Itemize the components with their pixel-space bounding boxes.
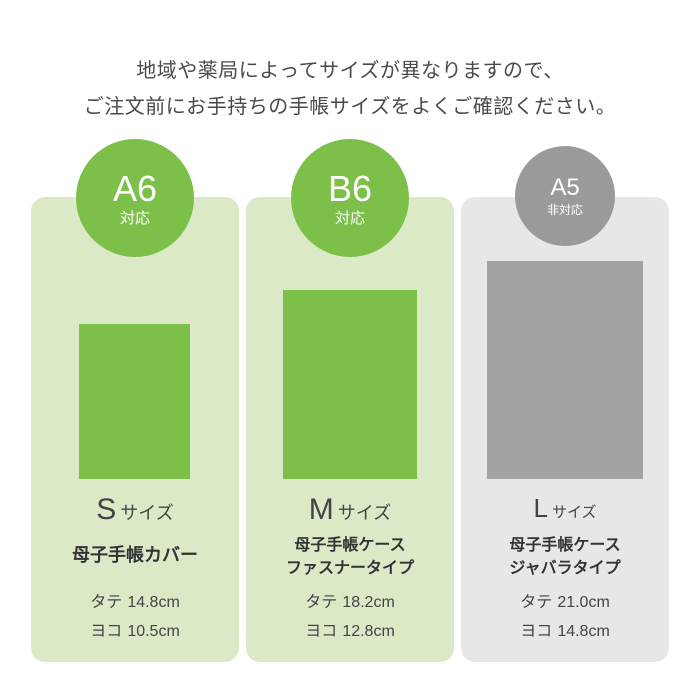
product-name-a6: 母子手帳カバー [31, 544, 239, 568]
intro-line-1: 地域や薬局によってサイズが異なりますので、 [136, 58, 564, 82]
size-badge-b6: B6 対応 [291, 139, 409, 257]
notebook-size-illustration-b6 [283, 290, 417, 479]
height-label: タテ [520, 592, 553, 611]
height-value: 18.2cm [342, 594, 395, 611]
width-dimension: ヨコ 14.8cm [461, 617, 669, 646]
size-suffix: サイズ [551, 503, 597, 521]
intro-line-2: ご注文前にお手持ちの手帳サイズをよくご確認ください。 [83, 94, 617, 118]
size-letter: M [308, 493, 334, 526]
badge-status-label: 対応 [119, 208, 150, 227]
width-value: 14.8cm [557, 623, 610, 640]
dimensions-b6: タテ 18.2cm ヨコ 12.8cm [246, 588, 454, 646]
product-name-a5: 母子手帳ケース ジャバラタイプ [461, 533, 669, 579]
size-label-s: S サイズ [31, 493, 239, 527]
product-name-line: 母子手帳ケース [509, 535, 621, 554]
badge-status-label: 非対応 [546, 203, 583, 217]
intro-text: 地域や薬局によってサイズが異なりますので、 ご注文前にお手持ちの手帳サイズをよく… [0, 52, 700, 124]
size-badge-a6: A6 対応 [76, 139, 194, 257]
height-dimension: タテ 18.2cm [246, 588, 454, 617]
width-dimension: ヨコ 12.8cm [246, 617, 454, 646]
size-badge-a5: A5 非対応 [515, 146, 615, 246]
height-label: タテ [305, 592, 338, 611]
product-name-line: 母子手帳カバー [72, 545, 198, 566]
height-label: タテ [90, 592, 123, 611]
size-letter: S [96, 493, 117, 526]
dimensions-a5: タテ 21.0cm ヨコ 14.8cm [461, 588, 669, 646]
product-name-line: 母子手帳ケース [294, 535, 406, 554]
notebook-size-illustration-a5 [487, 261, 643, 479]
notebook-size-illustration-a6 [79, 324, 190, 479]
width-label: ヨコ [305, 621, 338, 640]
size-suffix: サイズ [120, 503, 174, 524]
badge-size-label: A6 [112, 167, 158, 209]
width-label: ヨコ [520, 621, 553, 640]
width-label: ヨコ [90, 621, 123, 640]
height-dimension: タテ 14.8cm [31, 588, 239, 617]
height-dimension: タテ 21.0cm [461, 588, 669, 617]
size-suffix: サイズ [337, 503, 392, 524]
height-value: 14.8cm [127, 594, 180, 611]
product-name-line: ファスナータイプ [285, 558, 414, 577]
height-value: 21.0cm [557, 594, 610, 611]
badge-status-label: 対応 [334, 208, 365, 227]
width-dimension: ヨコ 10.5cm [31, 617, 239, 646]
width-value: 10.5cm [127, 623, 180, 640]
dimensions-a6: タテ 14.8cm ヨコ 10.5cm [31, 588, 239, 646]
badge-size-label: B6 [327, 167, 373, 209]
product-name-line: ジャバラタイプ [509, 558, 621, 577]
size-letter: L [533, 493, 548, 523]
size-label-m: M サイズ [246, 493, 454, 527]
width-value: 12.8cm [342, 623, 395, 640]
badge-size-label: A5 [550, 174, 580, 201]
product-name-b6: 母子手帳ケース ファスナータイプ [246, 533, 454, 579]
size-label-l: L サイズ [461, 493, 669, 524]
